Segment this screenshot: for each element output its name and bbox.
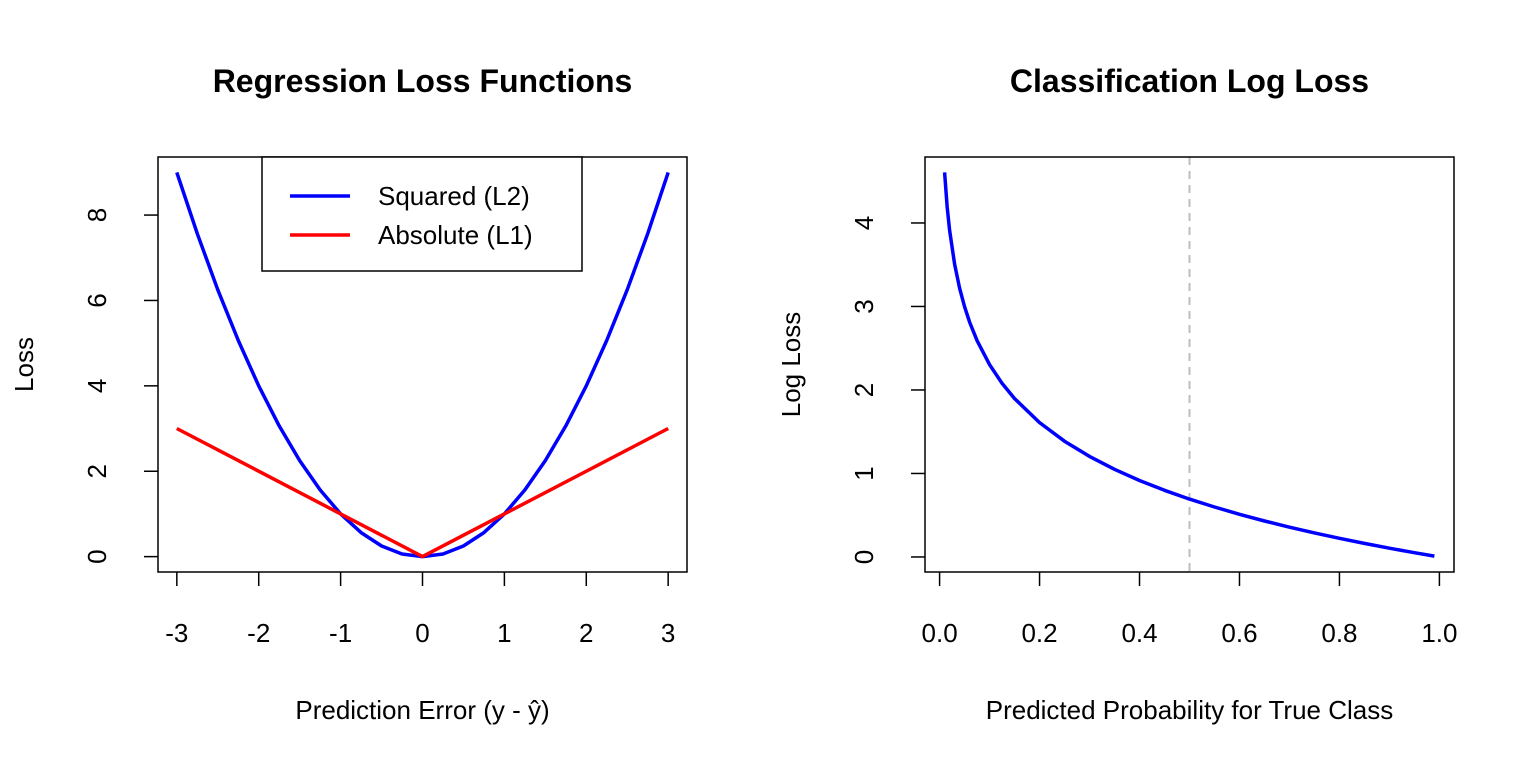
series-line-absolute-l1- [175,426,670,559]
x-tick-label: 0.6 [1221,618,1257,648]
y-axis-label: Log Loss [776,312,806,418]
chart-title: Classification Log Loss [1010,63,1369,99]
legend-label: Squared (L2) [378,181,530,211]
x-tick-label: -3 [165,618,188,648]
y-tick-label: 0 [82,549,112,563]
legend: Squared (L2) Absolute (L1) [261,156,583,272]
y-tick-label: 8 [82,208,112,222]
series-line-log-loss [942,172,1435,558]
y-tick-label: 0 [849,550,879,564]
x-axis-label: Prediction Error (y - ŷ) [295,695,549,725]
x-axis-label: Predicted Probability for True Class [986,695,1394,725]
y-tick-label: 3 [849,299,879,313]
y-tick-label: 4 [849,216,879,230]
x-tick-label: 0 [415,618,429,648]
x-tick-label: -2 [247,618,270,648]
x-tick-label: 1.0 [1421,618,1457,648]
x-tick-label: 0.4 [1121,618,1157,648]
panel-1: Regression Loss Functions Prediction Erro… [9,63,688,725]
legend-label: Absolute (L1) [378,220,533,250]
y-tick-label: 2 [849,383,879,397]
plot-frame [924,156,1455,573]
x-tick-label: 0.8 [1321,618,1357,648]
y-tick-label: 4 [82,379,112,393]
y-tick-label: 2 [82,464,112,478]
x-tick-label: 3 [661,618,675,648]
legend-box [261,156,583,272]
x-tick-label: 0.2 [1021,618,1057,648]
y-tick-label: 6 [82,293,112,307]
y-tick-label: 1 [849,466,879,480]
x-tick-label: 0.0 [922,618,958,648]
x-tick-label: 2 [579,618,593,648]
x-tick-label: -1 [329,618,352,648]
chart-title: Regression Loss Functions [213,63,633,99]
x-tick-label: 1 [497,618,511,648]
panel-2: Classification Log Loss Predicted Probabi… [776,63,1457,725]
y-axis-label: Loss [9,337,39,392]
